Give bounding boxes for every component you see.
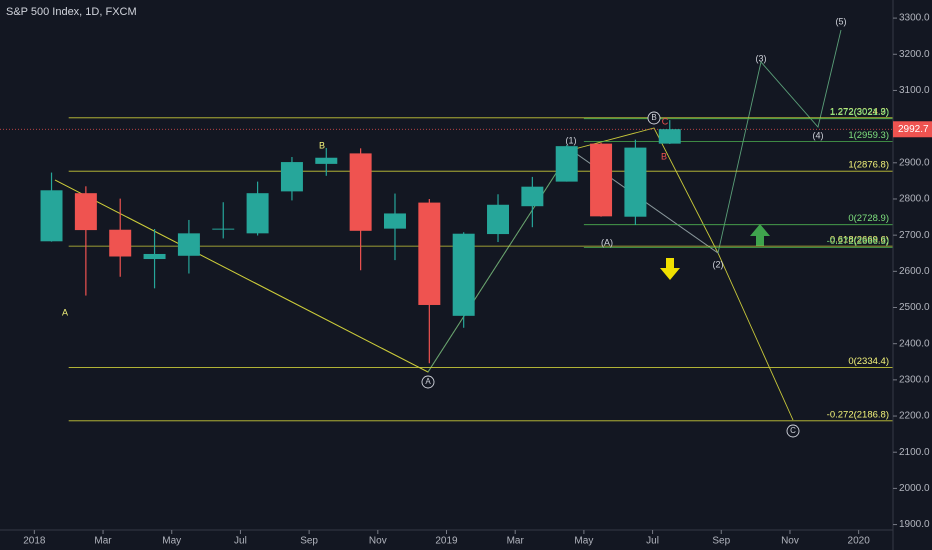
candle-body — [487, 204, 510, 235]
annotation-circle — [786, 424, 800, 438]
x-tick-label: Nov — [369, 536, 387, 547]
trend-line — [54, 179, 429, 373]
wave-label: (1) — [566, 135, 577, 145]
fib-label: -0.272(2186.8) — [827, 409, 889, 420]
x-tick-label: Jul — [234, 536, 247, 547]
wave-label: B — [661, 151, 667, 161]
y-tick-label: 2700.0 — [899, 230, 930, 241]
wave-label: B — [651, 113, 656, 122]
wave-label: (2) — [713, 259, 724, 269]
chart-title: S&P 500 Index, 1D, FXCM — [6, 6, 137, 18]
price-axis — [893, 0, 932, 550]
candle-body — [590, 143, 613, 217]
x-tick-label: 2020 — [848, 536, 871, 547]
y-tick-label: 3100.0 — [899, 85, 930, 96]
x-tick-label: 2019 — [435, 536, 458, 547]
fib-label: 1(2959.3) — [848, 130, 889, 141]
y-tick-label: 2400.0 — [899, 338, 930, 349]
y-tick-label: 2100.0 — [899, 447, 930, 458]
candle-body — [315, 157, 338, 164]
down-arrow — [660, 258, 680, 280]
candle-body — [246, 193, 269, 234]
x-tick-label: Sep — [712, 536, 730, 547]
wave-label: B — [319, 140, 325, 150]
y-tick-label: 1900.0 — [899, 519, 930, 530]
annotation-circle — [647, 111, 661, 125]
wave-label: C — [790, 426, 796, 435]
fib-label: 0(2728.9) — [848, 213, 889, 224]
wave-path-green — [427, 29, 842, 373]
last-price-label: 2992.7 — [898, 124, 929, 135]
y-tick-label: 3300.0 — [899, 13, 930, 24]
annotation-circle — [421, 375, 435, 389]
candle-body — [143, 253, 166, 260]
y-tick-label: 2300.0 — [899, 375, 930, 386]
x-tick-label: Mar — [507, 536, 525, 547]
candle-body — [452, 233, 475, 316]
candle-body — [383, 213, 406, 229]
wave-label: (3) — [756, 53, 767, 63]
candle-body — [40, 190, 63, 242]
x-tick-label: May — [162, 536, 181, 547]
candle-body — [555, 146, 578, 182]
fib-label: 1.272(3024.3) — [830, 106, 889, 117]
candle-body — [74, 193, 97, 231]
x-tick-label: May — [574, 536, 593, 547]
fib-label: 0(2334.4) — [848, 356, 889, 367]
wave-label: C — [662, 116, 669, 126]
candle-body — [280, 162, 303, 192]
x-tick-label: Nov — [781, 536, 799, 547]
fib-label: -0.272(2666.3) — [827, 236, 889, 247]
y-tick-label: 2900.0 — [899, 157, 930, 168]
y-tick-label: 2600.0 — [899, 266, 930, 277]
candle-body — [624, 147, 647, 217]
fib-label: 1.272(3021.9) — [830, 107, 889, 118]
y-tick-label: 2200.0 — [899, 411, 930, 422]
candle-body — [212, 228, 235, 230]
wave-label: A — [62, 307, 68, 317]
last-price-box — [893, 121, 932, 138]
candle-body — [521, 186, 544, 207]
candle-body — [658, 129, 681, 144]
wave-label: (4) — [813, 130, 824, 140]
candle-body — [349, 153, 372, 231]
candle-body — [177, 233, 200, 256]
fib-label: 1(2876.8) — [848, 160, 889, 171]
x-tick-label: Sep — [300, 536, 318, 547]
candle-body — [418, 202, 441, 305]
x-tick-label: Jul — [646, 536, 659, 547]
x-tick-label: 2018 — [23, 536, 46, 547]
y-tick-label: 2500.0 — [899, 302, 930, 313]
y-tick-label: 2000.0 — [899, 483, 930, 494]
fib-label: 0.618(2669.6) — [830, 235, 889, 246]
x-tick-label: Mar — [94, 536, 112, 547]
wave-label: (A) — [601, 237, 613, 247]
wave-label: A — [425, 377, 431, 386]
candle-body — [109, 229, 132, 257]
up-arrow — [750, 224, 770, 246]
y-tick-label: 3200.0 — [899, 49, 930, 60]
y-tick-label: 2800.0 — [899, 194, 930, 205]
wave-label: (5) — [836, 16, 847, 26]
